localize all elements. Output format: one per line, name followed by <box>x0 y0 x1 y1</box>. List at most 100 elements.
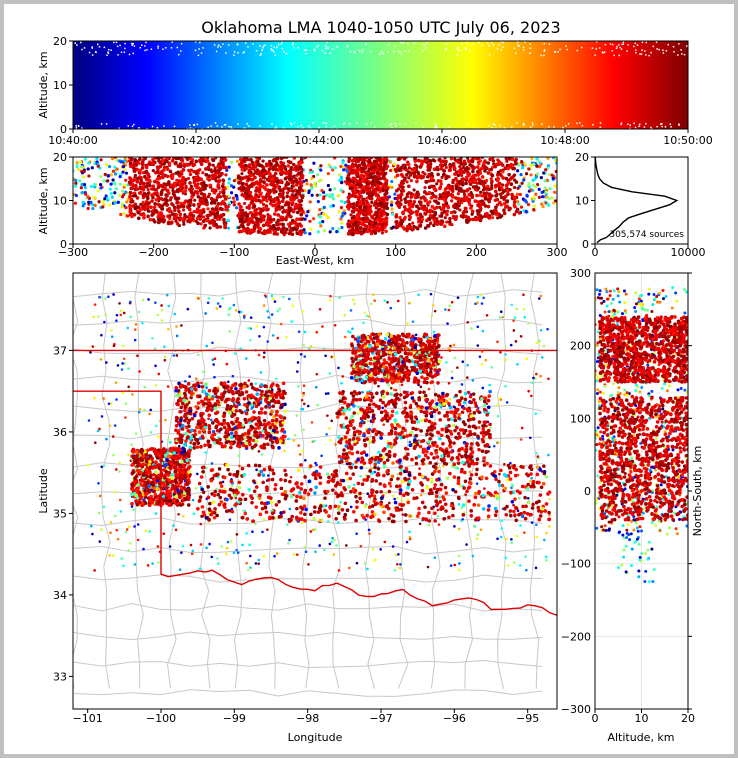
time-height-gap-speck <box>221 126 223 128</box>
time-height-gap-speck <box>557 51 560 53</box>
plan-source-point <box>266 528 269 531</box>
time-height-gap-speck <box>237 123 239 125</box>
time-height-gap-speck <box>200 52 203 54</box>
ew-source-point <box>153 209 158 213</box>
plan-source-point <box>328 427 331 430</box>
ew-source-point <box>554 169 557 174</box>
ew-source-point <box>176 205 181 209</box>
ew-source-point <box>238 217 243 222</box>
plan-source-point <box>498 472 501 476</box>
plan-source-point <box>206 301 210 305</box>
ew-source-point <box>102 179 106 183</box>
ew-source-point <box>345 168 349 173</box>
plan-source-point <box>121 391 125 395</box>
ew-source-point <box>466 172 471 177</box>
time-height-gap-speck <box>652 45 655 48</box>
ew-source-point <box>133 202 138 207</box>
ew-source-point <box>467 218 471 222</box>
time-height-gap-speck <box>665 49 668 52</box>
ew-source-point <box>419 159 424 163</box>
ew-source-point <box>512 185 517 190</box>
time-height-gap-speck <box>316 46 318 48</box>
ew-source-point <box>110 195 114 199</box>
time-height-gap-speck <box>171 41 173 43</box>
time-height-gap-speck <box>404 50 407 53</box>
plan-source-point <box>98 427 101 431</box>
ew-source-point <box>213 166 217 170</box>
plan-source-point <box>377 384 380 388</box>
plan-source-point <box>519 524 522 527</box>
plan-source-point <box>430 477 434 480</box>
time-height-gap-speck <box>194 49 197 52</box>
ew-source-point <box>268 172 272 176</box>
ew-source-point <box>412 168 416 172</box>
plan-source-point <box>303 330 307 334</box>
ew-source-point <box>143 193 148 198</box>
plan-source-point <box>504 353 507 356</box>
ew-source-point <box>452 204 456 208</box>
ew-source-point <box>240 181 245 186</box>
time-height-gap-speck <box>274 127 276 129</box>
ew-source-point <box>140 162 145 167</box>
plan-source-point <box>450 300 454 304</box>
plan-source-point <box>175 334 179 338</box>
plan-source-point <box>548 525 551 528</box>
ew-source-point <box>261 217 266 222</box>
ew-source-point <box>307 190 311 195</box>
ew-source-point <box>246 222 250 227</box>
ew-source-point <box>359 226 363 230</box>
ew-source-point <box>487 193 492 198</box>
plan-source-point <box>500 527 503 530</box>
time-height-gap-speck <box>457 46 459 49</box>
ew-source-point <box>106 197 110 201</box>
ew-source-point <box>392 162 397 166</box>
ew-source-point <box>377 222 381 227</box>
ew-source-point <box>192 178 197 183</box>
plan-source-point <box>330 540 334 544</box>
plan-source-point <box>134 499 138 503</box>
ew-source-point <box>266 218 270 222</box>
ew-source-point <box>165 194 169 198</box>
ew-source-point <box>221 178 225 182</box>
ew-source-point <box>180 217 185 222</box>
ew-source-point <box>146 214 150 219</box>
plan-source-point <box>113 514 117 518</box>
ew-source-point <box>462 162 466 167</box>
ew-source-point <box>220 184 225 189</box>
time-height-gap-speck <box>108 48 110 51</box>
ew-source-point <box>450 189 455 194</box>
plan-source-point <box>535 451 538 455</box>
ew-source-point <box>403 157 407 161</box>
time-height-gap-speck <box>300 124 303 127</box>
plan-source-point <box>447 347 451 350</box>
ew-source-point <box>157 203 162 207</box>
ew-source-point <box>359 173 364 178</box>
plan-source-point <box>500 519 504 523</box>
plan-source-point <box>242 316 246 319</box>
ew-source-point <box>464 181 468 186</box>
ew-source-point <box>467 179 472 183</box>
ew-source-point <box>206 213 211 218</box>
ew-source-point <box>174 157 179 161</box>
plan-source-point <box>149 408 153 412</box>
ew-source-point <box>411 221 415 225</box>
time-height-gap-speck <box>457 49 459 51</box>
ew-source-point <box>467 159 471 164</box>
plan-source-point <box>480 302 484 305</box>
ew-source-point <box>465 188 470 192</box>
plan-source-point <box>228 518 232 522</box>
ew-ytick-label: 10 <box>53 195 67 208</box>
ew-source-point <box>487 187 492 192</box>
ew-source-point <box>229 184 234 188</box>
plan-source-point <box>285 336 288 339</box>
ew-source-point <box>351 164 355 169</box>
ew-source-point <box>422 204 427 209</box>
ew-source-point <box>490 157 495 160</box>
time-height-gap-speck <box>216 125 219 127</box>
plan-source-point <box>275 552 279 555</box>
ew-source-point <box>287 231 292 236</box>
ew-source-point <box>194 159 199 164</box>
ew-source-point <box>396 157 401 162</box>
ew-source-point <box>441 203 446 207</box>
